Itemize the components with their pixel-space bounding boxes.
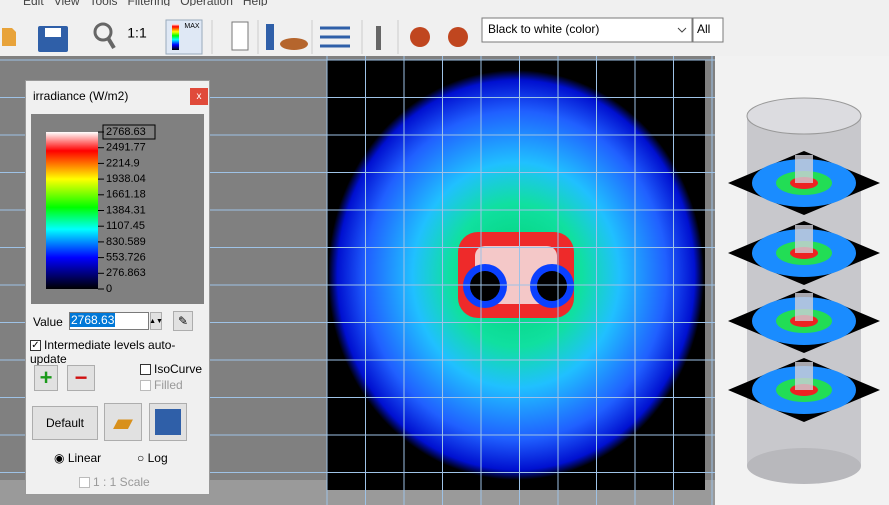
report-icon[interactable] <box>231 21 249 51</box>
hole <box>537 271 567 301</box>
save-glyph <box>155 409 181 435</box>
level-label: 2491.77 <box>106 142 146 154</box>
auto-update-row[interactable]: ✓ Intermediate levels auto-update <box>30 338 209 366</box>
scale-row: 1 : 1 Scale <box>79 475 150 489</box>
toolbar-bg <box>0 6 889 56</box>
menu-item[interactable]: View <box>53 0 80 8</box>
settings-icon[interactable] <box>320 26 350 48</box>
level-label: 1938.04 <box>106 173 146 185</box>
menu-item[interactable]: Tools <box>89 0 118 8</box>
zoom-icon[interactable] <box>93 22 113 42</box>
linear-row[interactable]: ◉ Linear <box>54 451 102 465</box>
level-label: 830.589 <box>106 236 146 248</box>
tube <box>795 362 813 390</box>
layer-dropdown[interactable] <box>692 17 724 43</box>
zoom-one[interactable]: 1:1 <box>127 25 147 41</box>
hole <box>470 271 500 301</box>
tube <box>795 293 813 321</box>
tools-icon[interactable] <box>376 26 381 50</box>
save-button[interactable] <box>149 403 187 441</box>
level-label: 2768.63 <box>106 126 146 138</box>
3d-view <box>715 56 889 505</box>
menu-item[interactable]: Help <box>242 0 268 8</box>
color-scale: 2768.63 2491.77 2214.9 1938.04 1661.18 1384.3… <box>31 114 204 304</box>
checkbox <box>79 477 90 489</box>
checkbox[interactable] <box>140 364 151 376</box>
picker-button[interactable]: ✎ <box>173 311 193 331</box>
log-row[interactable]: ○ Log <box>137 451 168 465</box>
default-button[interactable]: Default <box>32 406 98 440</box>
filled-row: Filled <box>140 378 183 392</box>
palette-panel: irradiance (W/m2) x 2768.63 2491.77 2214.9… <box>25 80 210 495</box>
max-palette <box>172 24 179 50</box>
tube <box>795 225 813 253</box>
level-label: 1384.31 <box>106 204 146 216</box>
scale-label: 1 : 1 Scale <box>93 475 150 489</box>
level-label: 553.726 <box>106 252 146 264</box>
level-label: 0 <box>106 283 112 295</box>
isocurve-row[interactable]: IsoCurve <box>140 362 202 376</box>
close-button[interactable]: x <box>190 88 208 105</box>
info-icon[interactable] <box>410 27 430 47</box>
level-selected <box>102 124 156 140</box>
remove-button[interactable]: − <box>67 365 95 391</box>
isocurve-label: IsoCurve <box>154 362 203 376</box>
open-icon[interactable] <box>2 28 16 46</box>
menu-item[interactable]: Edit <box>23 0 44 8</box>
tube <box>795 155 813 183</box>
linear-label: Linear <box>67 451 102 465</box>
auto-update-label: Intermediate levels auto-update <box>30 338 176 366</box>
map-view <box>0 56 715 505</box>
plane-icon[interactable] <box>280 38 308 50</box>
checkbox <box>140 380 151 392</box>
max-text: MAX <box>184 23 200 30</box>
value-input[interactable]: 2768.63 <box>69 312 149 330</box>
toolbar: 1:1 MAX Black to white (color) All <box>0 6 889 56</box>
help-icon[interactable] <box>448 27 468 47</box>
save-label <box>45 28 61 37</box>
menu-item[interactable]: Operation <box>180 0 233 8</box>
load-button[interactable]: ▰ <box>104 403 142 441</box>
dropdown-arrow <box>677 27 687 33</box>
level-label: 2214.9 <box>106 157 140 169</box>
planes <box>728 151 880 422</box>
filled-label: Filled <box>154 378 183 392</box>
checkbox[interactable]: ✓ <box>30 340 41 352</box>
scale-bar <box>46 132 98 289</box>
level-label: 1107.45 <box>106 220 145 232</box>
menu-item[interactable]: Filtering <box>127 0 171 8</box>
bar-icon[interactable] <box>266 24 274 50</box>
panel-title: irradiance (W/m2) <box>33 89 129 103</box>
menu-bar: Edit View Tools Filtering Operation Help <box>0 0 300 8</box>
palette-text: Black to white (color) <box>488 22 599 36</box>
level-label: 1661.18 <box>106 189 146 201</box>
spinner[interactable]: ▲▼ <box>149 312 163 330</box>
layer-text: All <box>697 22 710 36</box>
cylinder-top <box>746 97 862 135</box>
log-label: Log <box>147 451 168 465</box>
level-label: 276.863 <box>106 267 146 279</box>
palette-dropdown[interactable] <box>481 17 693 43</box>
zoom-handle <box>106 36 116 50</box>
value-label: Value <box>33 315 63 329</box>
cylinder-bottom <box>747 448 861 484</box>
value-text: 2768.63 <box>70 313 116 327</box>
add-button[interactable]: + <box>34 365 58 391</box>
